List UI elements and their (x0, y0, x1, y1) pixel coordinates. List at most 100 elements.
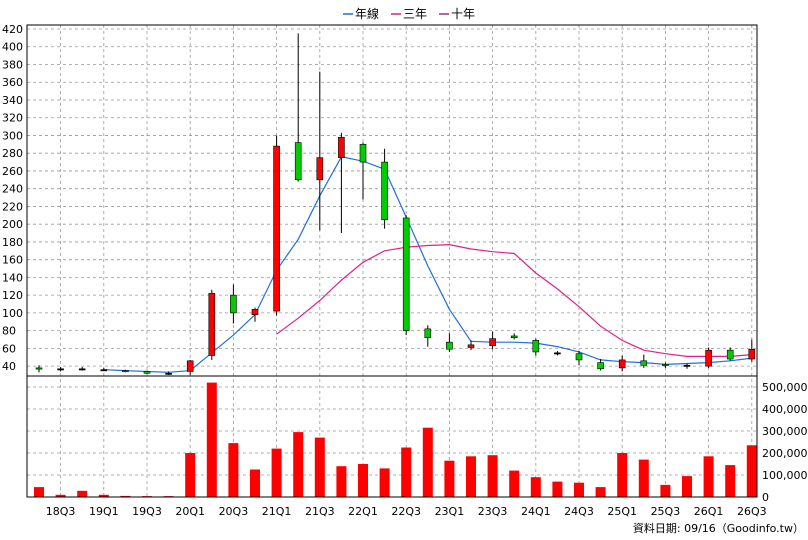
volume-tick-label: 200,000 (762, 447, 808, 460)
candlestick (316, 71, 324, 231)
volume-bar (228, 443, 239, 497)
price-tick-label: 100 (2, 307, 23, 320)
volume-tick-label: 400,000 (762, 403, 808, 416)
volume-tick-label: 100,000 (762, 469, 808, 482)
candlestick (726, 347, 734, 361)
candle-body (57, 368, 64, 371)
x-tick-label: 26Q3 (737, 505, 767, 518)
price-tick-label: 180 (2, 236, 23, 249)
candlestick (532, 338, 540, 356)
candlestick (35, 365, 43, 373)
axes: 40 60 80 100 120 140 160 180 200 220 240 260 280 300 3… (2, 23, 808, 518)
plot-frame (26, 24, 758, 498)
candlestick (489, 331, 496, 350)
x-tick-label: 22Q3 (391, 505, 421, 518)
x-tick-label: 25Q3 (651, 505, 681, 518)
candlestick (273, 135, 280, 316)
candlestick (446, 333, 453, 352)
candle-body (251, 309, 259, 315)
price-tick-label: 120 (2, 289, 23, 302)
candlestick (359, 142, 367, 200)
candle-body (208, 293, 216, 356)
candle-body (489, 338, 496, 347)
legend-label-1: 三年 (403, 7, 427, 21)
x-tick-label: 19Q1 (89, 505, 119, 518)
volume-bar (682, 476, 692, 497)
candle-body (186, 360, 194, 372)
candle-body (122, 370, 129, 373)
candlestick (294, 33, 302, 182)
candle-body (359, 144, 367, 163)
volume-bar (466, 456, 476, 497)
candle-body (78, 368, 86, 371)
x-tick-label: 26Q1 (694, 505, 724, 518)
volume-bar (358, 464, 368, 497)
candlestick (165, 371, 172, 375)
candlestick (748, 339, 756, 362)
legend-label-2: 十年 (451, 7, 475, 21)
volume-bar (422, 427, 433, 497)
x-tick-label: 23Q3 (478, 505, 508, 518)
volume-bar (638, 459, 649, 497)
volume-bar (185, 453, 196, 497)
candle-body (294, 142, 302, 181)
candlestick (402, 215, 410, 336)
price-tick-label: 240 (2, 183, 23, 196)
candle-body (726, 349, 734, 360)
price-tick-label: 420 (2, 23, 23, 36)
volume-bar (336, 466, 347, 497)
price-tick-label: 260 (2, 165, 23, 178)
candlestick (78, 367, 86, 371)
candle-body (683, 364, 691, 367)
price-tick-label: 80 (2, 325, 16, 338)
volume-bars (34, 382, 757, 497)
candle-body (640, 360, 648, 366)
price-tick-label: 220 (2, 200, 23, 213)
candle-body (467, 344, 475, 348)
volume-bar (120, 495, 131, 497)
volume-bar (530, 477, 541, 497)
candlestick (143, 370, 151, 375)
volume-bar (271, 448, 282, 497)
volume-bar (77, 490, 88, 497)
candlestick (208, 289, 216, 360)
candle-body (554, 352, 561, 355)
candlestick (100, 367, 108, 372)
price-tick-label: 380 (2, 58, 23, 71)
volume-bar (34, 487, 44, 497)
price-tick-label: 40 (2, 360, 16, 373)
candlestick (57, 367, 64, 372)
candlestick (186, 359, 194, 375)
candle-body (165, 372, 172, 375)
candlestick (381, 148, 388, 229)
price-tick-label: 400 (2, 41, 23, 54)
price-tick-label: 340 (2, 94, 23, 107)
candle-body (381, 161, 388, 221)
candle-body (510, 335, 518, 339)
candle-body (532, 340, 540, 353)
volume-bar (55, 494, 66, 497)
x-tick-label: 21Q3 (305, 505, 335, 518)
volume-bar (401, 447, 412, 497)
grid-lines (27, 25, 757, 497)
candle-body (316, 157, 324, 181)
volume-bar (379, 468, 390, 497)
volume-bar (444, 460, 455, 497)
volume-bar (293, 432, 304, 497)
candle-body (273, 145, 280, 312)
volume-bar (703, 456, 714, 497)
candlestick (230, 284, 237, 324)
x-tick-label: 24Q3 (564, 505, 594, 518)
candlestick (251, 307, 259, 322)
x-tick-label: 23Q1 (435, 505, 465, 518)
candlestick (122, 369, 129, 373)
candlestick (467, 340, 475, 351)
candlestick (510, 333, 518, 340)
candle-body (662, 364, 669, 366)
candlestick (424, 325, 432, 347)
price-tick-label: 320 (2, 112, 23, 125)
footer-source: 資料日期: 09/16（Goodinfo.tw） (633, 521, 804, 535)
volume-bar (660, 484, 671, 497)
x-tick-label: 20Q1 (175, 505, 205, 518)
candlestick (554, 351, 561, 356)
